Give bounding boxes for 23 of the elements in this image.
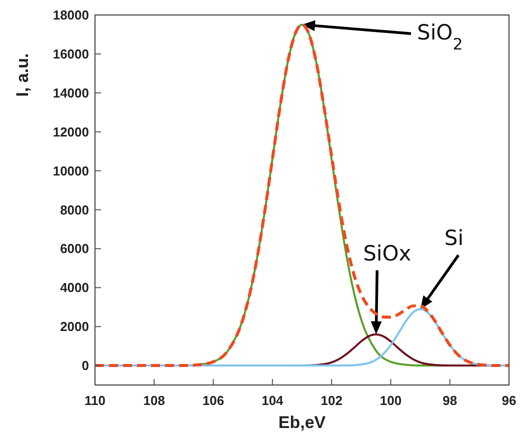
y-tick-label: 18000 — [52, 8, 89, 23]
y-tick-label: 2000 — [60, 319, 89, 334]
x-tick-label: 100 — [380, 393, 402, 408]
annotation: SiOx — [363, 241, 412, 266]
x-tick-label: 106 — [202, 393, 224, 408]
x-tick-label: 96 — [502, 393, 516, 408]
y-tick-label: 16000 — [52, 46, 89, 62]
x-axis-title: Eb,eV — [278, 413, 326, 432]
x-tick-label: 102 — [320, 393, 342, 408]
y-tick-label: 6000 — [60, 241, 89, 256]
y-tick-label: 14000 — [52, 85, 89, 100]
y-tick-label: 0 — [82, 358, 89, 374]
x-tick-label: 110 — [84, 393, 106, 408]
annotation: SiO$_{2}$ — [417, 20, 463, 54]
x-tick-label: 108 — [143, 393, 165, 408]
y-axis-title: I, a.u. — [13, 53, 32, 97]
x-tick-label: 104 — [262, 393, 284, 408]
y-tick-label: 10000 — [52, 163, 89, 178]
y-tick-label: 8000 — [60, 202, 89, 218]
x-tick-label: 98 — [442, 393, 458, 408]
y-tick-label: 4000 — [60, 280, 89, 296]
y-tick-label: 12000 — [52, 124, 89, 140]
annotation: Si — [444, 226, 464, 250]
